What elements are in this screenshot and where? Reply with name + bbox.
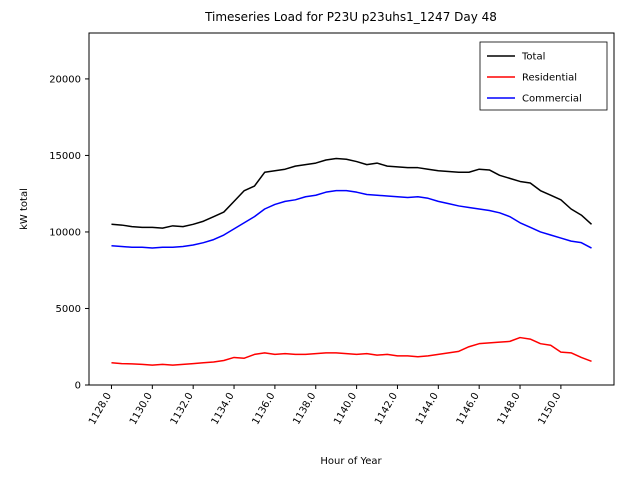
legend-label-total: Total bbox=[521, 52, 545, 63]
x-tick-label: 1146.0 bbox=[455, 391, 482, 427]
axis-ticks: 1128.0 1130.0 1132.0 1134.0 1136.0 1138.0 1140… bbox=[49, 74, 563, 426]
y-tick-label: 20000 bbox=[49, 74, 81, 85]
x-tick-label: 1150.0 bbox=[536, 391, 563, 427]
x-axis-label: Hour of Year bbox=[320, 456, 382, 467]
y-tick-label: 0 bbox=[75, 381, 81, 392]
y-axis-label: kW total bbox=[19, 188, 30, 230]
plot-lines bbox=[111, 157, 593, 366]
legend-label-commercial: Commercial bbox=[522, 94, 582, 105]
series-line-residential bbox=[111, 336, 592, 366]
x-tick-label: 1148.0 bbox=[496, 391, 523, 427]
legend: Total Residential Commercial bbox=[479, 41, 608, 111]
x-tick-label: 1132.0 bbox=[169, 391, 196, 427]
y-tick-label: 10000 bbox=[49, 227, 81, 238]
x-tick-label: 1144.0 bbox=[414, 391, 441, 427]
x-tick-label: 1130.0 bbox=[128, 391, 155, 427]
x-tick-label: 1128.0 bbox=[87, 391, 114, 427]
chart-title: Timeseries Load for P23U p23uhs1_1247 Da… bbox=[204, 10, 497, 24]
x-tick-label: 1138.0 bbox=[291, 391, 318, 427]
series-line-commercial bbox=[111, 189, 592, 249]
x-tick-label: 1136.0 bbox=[250, 391, 277, 427]
y-tick-label: 5000 bbox=[56, 304, 81, 315]
series-line-total bbox=[111, 157, 593, 229]
y-tick-label: 15000 bbox=[49, 151, 81, 162]
x-tick-label: 1134.0 bbox=[210, 391, 237, 427]
x-tick-label: 1142.0 bbox=[373, 391, 400, 427]
legend-label-residential: Residential bbox=[522, 73, 577, 84]
x-tick-label: 1140.0 bbox=[332, 391, 359, 427]
axes-frame bbox=[88, 32, 615, 386]
